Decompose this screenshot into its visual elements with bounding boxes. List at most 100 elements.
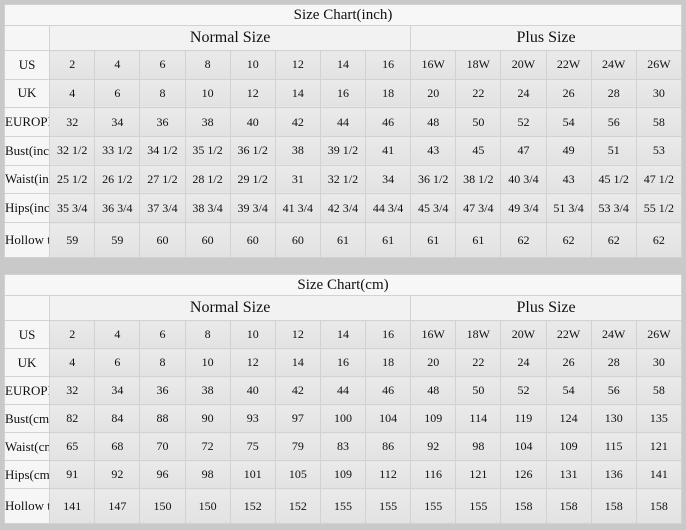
size-cell: 35 3/4 [49, 193, 96, 223]
size-cell: 10 [229, 320, 276, 349]
size-cell: 16 [364, 320, 412, 349]
group-row: Normal Size Plus Size [3, 295, 682, 321]
row-label: EUROPE [3, 376, 51, 405]
size-cell: 37 3/4 [139, 193, 186, 223]
table-row: Hollow to Floor(cm)141147150150152152155… [3, 488, 683, 524]
size-cell: 51 3/4 [545, 193, 592, 223]
table-row: Bust(cm) 82 84 88 90 93 97 100 104 109 114 119 124 13… [3, 404, 683, 433]
chart-title: Size Chart(cm) [4, 274, 682, 296]
size-cell: 30 [635, 348, 683, 377]
size-cell: 59 [94, 222, 141, 258]
size-cell: 131 [545, 460, 592, 489]
size-cell: 26W [635, 320, 683, 349]
size-cell: 158 [500, 488, 547, 524]
size-cell: 48 [410, 376, 457, 405]
size-cell: 92 [94, 460, 141, 489]
size-cell: 158 [590, 488, 637, 524]
size-cell: 96 [139, 460, 186, 489]
size-cell: 36 [139, 376, 186, 405]
size-cell: 112 [364, 460, 412, 489]
size-cell: 109 [410, 404, 457, 433]
table-row: Hollow to Floor(inch)5959606060606161616… [3, 222, 683, 258]
size-cell: 61 [455, 222, 502, 258]
size-cell: 56 [590, 107, 637, 137]
size-cell: 45 [455, 135, 502, 166]
table-row: UK 4 6 8 10 12 14 16 18 20 22 24 26 28 30 [3, 348, 683, 377]
size-cell: 97 [274, 404, 321, 433]
table-row: US 2 4 6 8 10 12 14 16 16W 18W 20W 22W 24W 26W [3, 320, 683, 349]
size-cell: 49 [545, 135, 592, 166]
size-cell: 42 [274, 376, 321, 405]
size-cell: 30 [635, 78, 683, 109]
size-cell: 41 [364, 135, 412, 166]
size-cell: 158 [635, 488, 683, 524]
size-cell: 16 [319, 78, 367, 109]
size-cell: 75 [229, 432, 276, 461]
size-cell: 39 3/4 [229, 193, 276, 223]
table-row: EUROPE3234363840424446485052545658 [3, 376, 683, 405]
row-label: Bust(cm) [3, 404, 51, 433]
size-cell: 82 [49, 404, 96, 433]
row-label: Waist(cm) [3, 432, 51, 461]
size-cell: 8 [139, 348, 186, 377]
size-cell: 34 1/2 [139, 135, 186, 166]
size-cell: 31 [274, 164, 321, 195]
size-cell: 51 [590, 135, 637, 166]
table-row: Hips(cm) 91 92 96 98 101 105 109 112 116 121 126 131… [3, 460, 683, 489]
size-cell: 14 [274, 348, 321, 377]
row-label: UK [3, 78, 51, 109]
size-cell: 14 [274, 78, 321, 109]
size-cell: 100 [319, 404, 367, 433]
size-cell: 62 [635, 222, 683, 258]
size-cell: 72 [184, 432, 231, 461]
size-cell: 121 [455, 460, 502, 489]
size-cell: 20W [500, 50, 547, 80]
row-label: Hollow to Floor(inch) [3, 222, 51, 258]
size-cell: 60 [184, 222, 231, 258]
empty-header [3, 25, 51, 51]
row-label: US [3, 320, 51, 349]
size-cell: 12 [274, 50, 321, 80]
table-row: US 2 4 6 8 10 12 14 16 16W 18W 20W 22W 24W 26W [3, 50, 683, 80]
size-cell: 150 [184, 488, 231, 524]
size-cell: 20 [410, 78, 457, 109]
size-cell: 25 1/2 [49, 164, 96, 195]
size-cell: 155 [364, 488, 412, 524]
size-cell: 61 [319, 222, 367, 258]
size-cell: 16W [410, 50, 457, 80]
size-cell: 90 [184, 404, 231, 433]
size-cell: 18 [364, 78, 412, 109]
size-cell: 98 [455, 432, 502, 461]
size-cell: 4 [94, 50, 141, 80]
size-cell: 24 [500, 78, 547, 109]
size-cell: 61 [364, 222, 412, 258]
size-cell: 141 [49, 488, 96, 524]
group-normal-size: Normal Size [49, 25, 412, 51]
size-cell: 16W [410, 320, 457, 349]
size-cell: 29 1/2 [229, 164, 276, 195]
size-cell: 44 [319, 107, 367, 137]
table-row: Waist(inch)25 1/226 1/227 1/228 1/229 1/… [3, 164, 683, 195]
size-cell: 10 [184, 348, 231, 377]
size-cell: 105 [274, 460, 321, 489]
size-cell: 22W [545, 320, 592, 349]
size-cell: 12 [229, 348, 276, 377]
size-cell: 34 [364, 164, 412, 195]
size-cell: 53 [635, 135, 683, 166]
size-cell: 135 [635, 404, 683, 433]
size-chart-inch: Size Chart(inch) Normal Size Plus Size US 2 4… [3, 4, 683, 258]
size-cell: 93 [229, 404, 276, 433]
row-label: EUROPE [3, 107, 51, 137]
size-cell: 24W [590, 320, 637, 349]
size-cell: 32 [49, 107, 96, 137]
size-cell: 116 [410, 460, 457, 489]
size-cell: 152 [229, 488, 276, 524]
size-cell: 47 1/2 [635, 164, 683, 195]
size-cell: 26 [545, 348, 592, 377]
size-cell: 12 [229, 78, 276, 109]
size-cell: 32 1/2 [49, 135, 96, 166]
size-cell: 54 [545, 107, 592, 137]
size-cell: 55 1/2 [635, 193, 683, 223]
size-cell: 119 [500, 404, 547, 433]
size-cell: 54 [545, 376, 592, 405]
